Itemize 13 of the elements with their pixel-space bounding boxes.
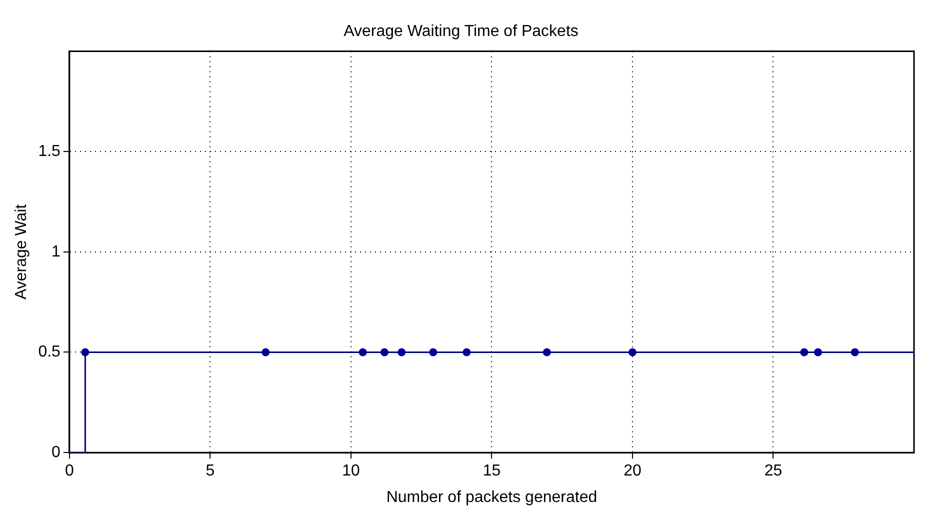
y-tick-label: 0 [52,444,61,462]
x-tick-label: 15 [482,462,501,480]
y-axis-title: Average Wait [13,204,30,300]
x-tick-label: 25 [764,462,782,480]
y-tick-label: 1.5 [38,142,61,160]
x-tick-label: 0 [64,462,74,480]
x-axis-title: Number of packets generated [386,488,598,506]
x-tick-label: 5 [206,462,215,480]
chart-title: Average Waiting Time of Packets [344,23,578,40]
x-tick-label: 20 [624,462,642,480]
y-tick-label: 0.5 [38,344,61,361]
y-tick-label: 1 [52,243,61,260]
x-tick-label: 10 [342,462,360,480]
